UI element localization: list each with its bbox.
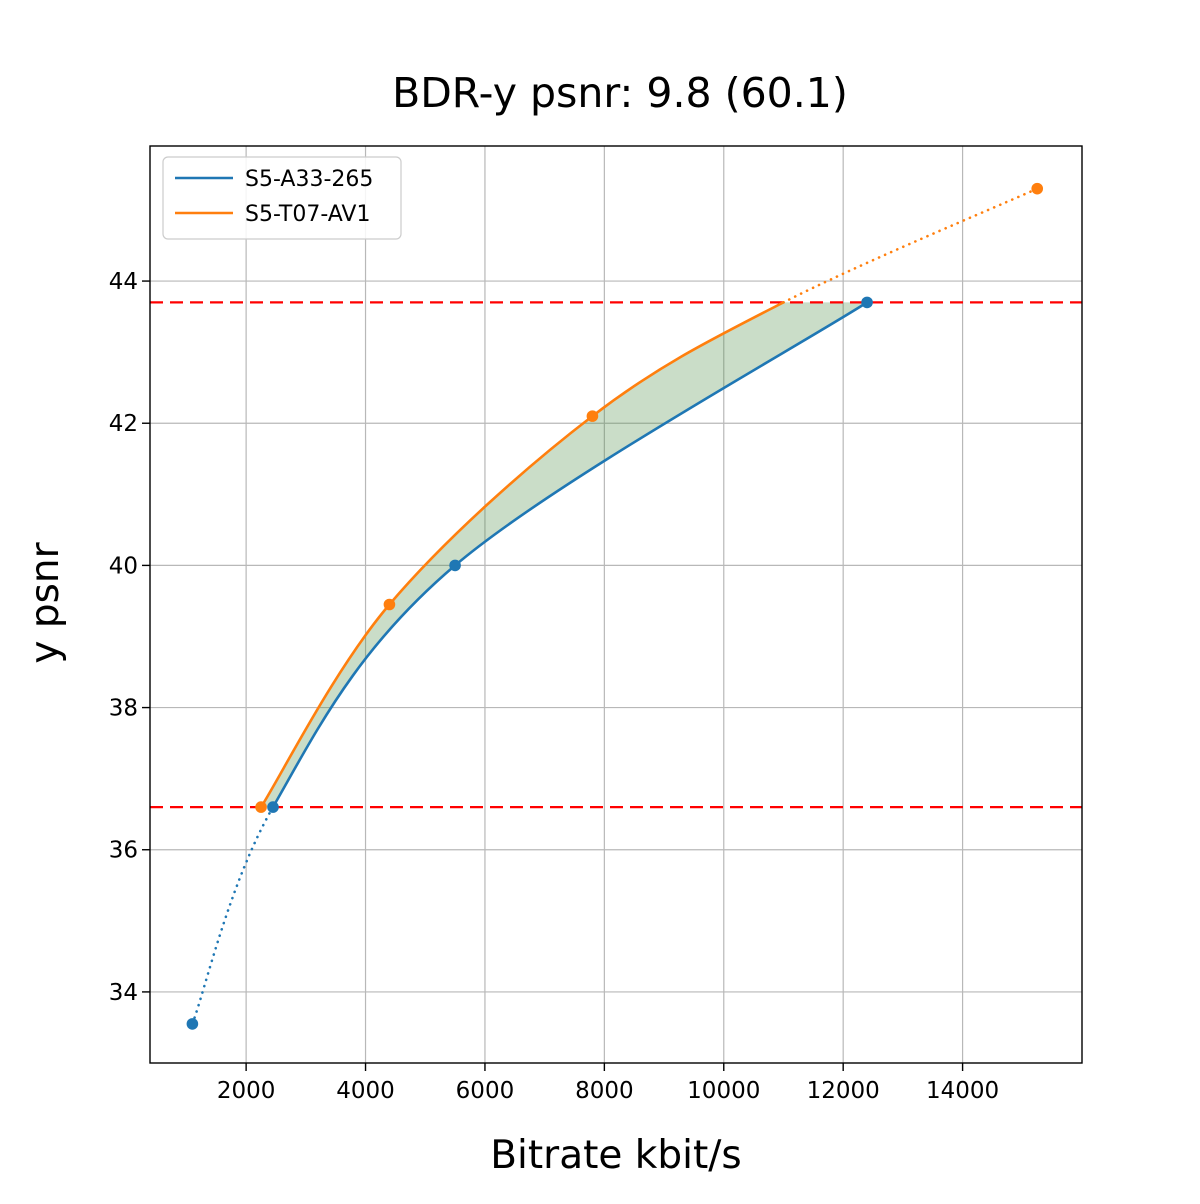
x-tick-label: 6000 xyxy=(456,1078,515,1104)
data-point-marker-s5-t07-av1 xyxy=(1031,182,1044,195)
x-tick-label: 8000 xyxy=(575,1078,634,1104)
data-point-marker-s5-a33-265 xyxy=(267,801,279,813)
series-curves-layer xyxy=(191,187,1039,1026)
extrapolated-segment-s5-a33-265 xyxy=(191,805,275,1026)
data-point-marker-s5-t07-av1 xyxy=(255,801,267,813)
y-tick-label: 44 xyxy=(109,269,138,295)
data-point-marker-s5-t07-av1 xyxy=(383,598,396,611)
y-axis-label: y psnr xyxy=(23,541,68,663)
y-tick-label: 36 xyxy=(109,838,138,864)
series-curve-s5-a33-265 xyxy=(271,564,457,809)
grid-layer xyxy=(150,146,1082,1063)
data-point-marker-s5-a33-265 xyxy=(449,559,461,572)
bd-area-fill-layer xyxy=(261,302,868,808)
y-tick-label: 42 xyxy=(109,411,138,437)
bd-area-fill xyxy=(261,302,868,808)
x-tick-label: 14000 xyxy=(926,1078,999,1104)
legend-label-s5-t07-av1: S5-T07-AV1 xyxy=(245,202,370,227)
x-tick-label: 12000 xyxy=(807,1078,880,1104)
y-tick-label: 34 xyxy=(109,980,138,1006)
data-point-marker-s5-t07-av1 xyxy=(586,410,599,422)
series-curve-s5-a33-265 xyxy=(453,301,869,567)
series-curve-s5-t07-av1 xyxy=(388,414,594,606)
chart-title: BDR-y psnr: 9.8 (60.1) xyxy=(392,69,848,117)
data-point-marker-s5-a33-265 xyxy=(186,1018,199,1030)
y-tick-label: 38 xyxy=(109,696,138,722)
series-curve-s5-t07-av1 xyxy=(591,301,785,418)
x-tick-label: 2000 xyxy=(217,1078,276,1104)
x-tick-label: 4000 xyxy=(336,1078,395,1104)
overlap-bound-lines-layer xyxy=(150,301,1082,809)
extrapolated-segment-s5-t07-av1 xyxy=(782,187,1039,304)
series-curve-s5-t07-av1 xyxy=(259,603,391,809)
legend: S5-A33-265 S5-T07-AV1 xyxy=(162,156,402,240)
data-point-markers-layer xyxy=(186,182,1044,1030)
y-tick-label: 40 xyxy=(109,553,138,579)
data-point-marker-s5-a33-265 xyxy=(861,296,873,309)
x-tick-label: 10000 xyxy=(687,1078,760,1104)
tick-layer: 2000 4000 6000 8000 10000 12000 14000 34 36 38 40 4… xyxy=(109,269,999,1104)
plot-border xyxy=(149,145,1083,1064)
x-axis-label: Bitrate kbit/s xyxy=(490,1133,741,1178)
legend-label-s5-a33-265: S5-A33-265 xyxy=(245,167,373,192)
